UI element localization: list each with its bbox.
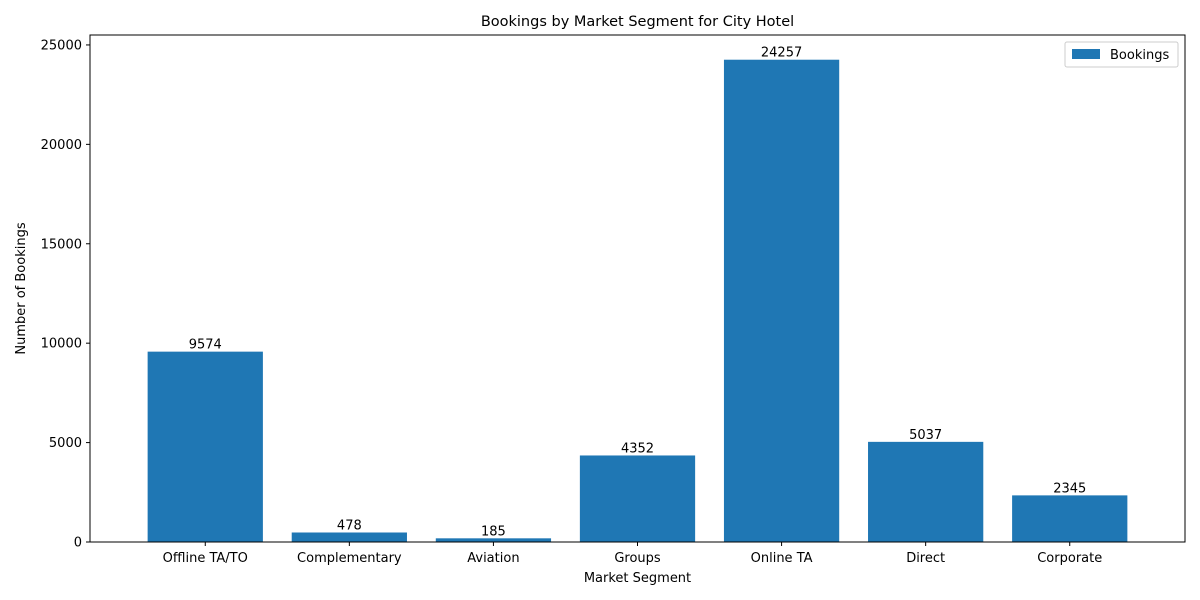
data-label: 9574 bbox=[189, 338, 222, 353]
plot-area: 9574 Offline TA/TO 478 Complementary 185 Avia… bbox=[41, 34, 1186, 566]
y-tick-label: 25000 bbox=[41, 38, 82, 53]
x-tick-label: Groups bbox=[614, 551, 661, 566]
data-label: 2345 bbox=[1053, 481, 1086, 496]
y-tick-label: 15000 bbox=[41, 237, 82, 252]
data-label: 478 bbox=[337, 518, 362, 533]
bar bbox=[868, 441, 984, 542]
y-tick-label: 0 bbox=[74, 536, 82, 551]
legend-swatch bbox=[1072, 49, 1100, 59]
legend-label: Bookings bbox=[1110, 48, 1169, 63]
data-label: 5037 bbox=[909, 428, 942, 443]
data-label: 4352 bbox=[621, 441, 654, 456]
data-label: 24257 bbox=[761, 46, 802, 61]
x-axis-label: Market Segment bbox=[584, 571, 691, 586]
y-tick-label: 10000 bbox=[41, 337, 82, 352]
x-tick-label: Corporate bbox=[1037, 551, 1102, 566]
x-tick-label: Complementary bbox=[297, 551, 402, 566]
data-label: 185 bbox=[481, 524, 506, 539]
y-tick-label: 5000 bbox=[49, 436, 82, 451]
bar bbox=[291, 532, 407, 542]
bar bbox=[579, 455, 696, 542]
y-tick-label: 20000 bbox=[41, 138, 82, 153]
bar bbox=[1012, 495, 1128, 542]
chart-title: Bookings by Market Segment for City Hote… bbox=[481, 14, 794, 30]
legend-box bbox=[1064, 41, 1179, 68]
bar bbox=[723, 59, 840, 542]
x-tick-label: Direct bbox=[906, 551, 945, 566]
x-tick-label: Offline TA/TO bbox=[163, 551, 248, 566]
bar bbox=[435, 538, 552, 542]
y-axis-label: Number of Bookings bbox=[14, 222, 29, 354]
x-tick-label: Online TA bbox=[751, 551, 813, 566]
plot-frame bbox=[89, 34, 1186, 543]
bar bbox=[147, 351, 263, 542]
legend: Bookings bbox=[1064, 41, 1179, 68]
x-tick-label: Aviation bbox=[467, 551, 519, 566]
